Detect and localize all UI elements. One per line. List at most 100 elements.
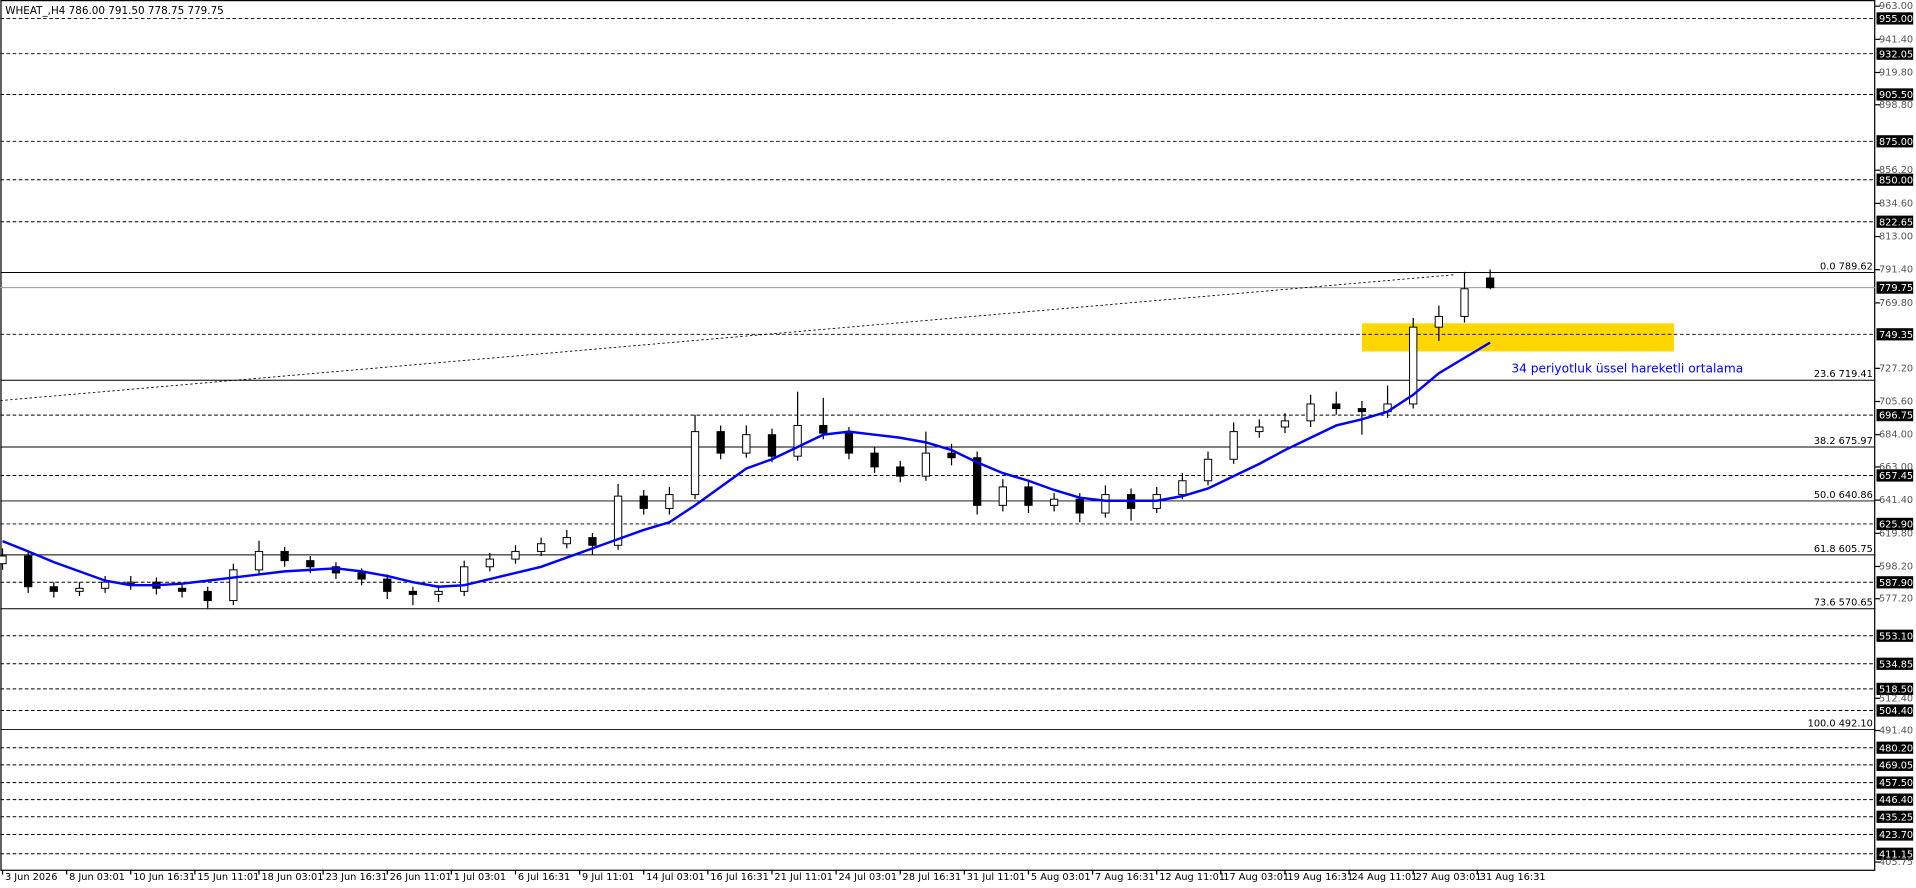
- candle-body: [460, 566, 469, 592]
- x-tick-label: 31 Jul 11:01: [967, 872, 1026, 883]
- level-box: [1876, 682, 1914, 695]
- candle-body: [639, 495, 648, 509]
- level-label: 435.25: [1879, 812, 1913, 823]
- candle-body: [280, 550, 289, 562]
- fib-label: 73.6 570.65: [1814, 598, 1873, 609]
- fib-label: 50.0 640.86: [1814, 490, 1873, 501]
- candle-body: [716, 431, 725, 454]
- plot-frame: [0, 0, 1876, 871]
- y-tick-label: 577.20: [1879, 594, 1913, 605]
- candle-body: [254, 550, 264, 571]
- candle-body: [511, 550, 520, 560]
- candle-body: [998, 486, 1007, 506]
- candle-body: [665, 494, 674, 509]
- y-tick-label: 898.80: [1879, 100, 1913, 111]
- candle-body: [1178, 480, 1187, 496]
- level-box: [1876, 810, 1914, 823]
- x-tick-label: 28 Jul 16:31: [903, 872, 962, 883]
- level-label: 553.10: [1879, 631, 1913, 642]
- candle-body: [357, 572, 366, 580]
- level-box: [1876, 173, 1914, 186]
- candle-body: [1280, 420, 1290, 428]
- level-box: [1876, 328, 1914, 341]
- candle-body: [562, 537, 571, 545]
- candle-body: [896, 466, 905, 477]
- level-label: 657.45: [1879, 471, 1913, 482]
- fib-label: 61.8 605.75: [1814, 544, 1873, 555]
- x-tick-label: 5 Aug 03:01: [1031, 872, 1091, 883]
- level-box: [1876, 215, 1914, 228]
- level-box: [1876, 629, 1914, 642]
- level-box: [1876, 657, 1914, 670]
- candle-body: [306, 560, 315, 568]
- x-tick-label: 1 Jul 03:01: [454, 872, 506, 883]
- x-tick-label: 3 Jun 2026: [5, 872, 58, 883]
- candle-body: [1486, 277, 1495, 289]
- y-tick-label: 684.00: [1879, 430, 1913, 441]
- candle-body: [1434, 315, 1444, 328]
- candle-body: [49, 586, 58, 592]
- x-tick-label: 15 Jun 11:01: [197, 872, 259, 883]
- x-tick-label: 24 Aug 11:01: [1352, 872, 1418, 883]
- level-box: [1876, 793, 1914, 806]
- fib-label: 23.6 719.41: [1814, 369, 1873, 380]
- trendline: [0, 274, 1454, 402]
- candle-body: [75, 587, 84, 592]
- price-label: 779.75: [1879, 283, 1913, 294]
- candle-body: [408, 590, 418, 595]
- level-label: 423.70: [1879, 830, 1913, 841]
- candle-body: [793, 424, 802, 457]
- y-tick-label: 641.40: [1879, 495, 1913, 506]
- y-tick-label: 963.00: [1879, 1, 1913, 12]
- candle-body: [1101, 494, 1110, 514]
- x-tick-label: 31 Aug 16:31: [1480, 872, 1546, 883]
- level-box: [1876, 847, 1914, 860]
- level-label: 955.00: [1879, 14, 1913, 25]
- level-label: 932.05: [1879, 49, 1913, 60]
- candle-body: [588, 537, 597, 546]
- candle-body: [690, 431, 700, 496]
- support-zone: [1361, 323, 1674, 352]
- y-tick-label: 813.00: [1879, 232, 1913, 243]
- level-label: 905.50: [1879, 90, 1913, 101]
- level-label: 469.05: [1879, 760, 1913, 771]
- x-tick-label: 21 Jul 11:01: [774, 872, 833, 883]
- candle-body: [1409, 326, 1418, 405]
- level-label: 749.35: [1879, 330, 1913, 341]
- x-tick-label: 6 Jul 16:31: [518, 872, 570, 883]
- x-tick-label: 16 Jul 16:31: [710, 872, 769, 883]
- candle-body: [126, 581, 135, 584]
- level-label: 504.40: [1879, 706, 1913, 717]
- level-label: 822.65: [1879, 217, 1913, 228]
- level-box: [1876, 47, 1914, 60]
- candle-body: [100, 581, 110, 589]
- y-tick-label: 405.75: [1879, 857, 1913, 868]
- candle-body: [24, 555, 33, 588]
- candle-body: [383, 578, 392, 592]
- candle-body: [536, 543, 546, 552]
- chart-title: WHEAT_,H4 786.00 791.50 778.75 779.75: [5, 5, 224, 17]
- fib-label: 0.0 789.62: [1820, 261, 1873, 272]
- candle-body: [921, 452, 931, 477]
- level-box: [1876, 88, 1914, 101]
- candle-body: [1075, 498, 1084, 514]
- candle-body: [1024, 486, 1033, 506]
- level-label: 625.90: [1879, 520, 1913, 531]
- x-tick-label: 18 Jun 03:01: [261, 872, 323, 883]
- level-label: 411.15: [1879, 849, 1913, 860]
- candle-body: [0, 555, 7, 565]
- candle-body: [1306, 403, 1315, 422]
- level-label: 480.20: [1879, 743, 1913, 754]
- ema-line: [2, 341, 1491, 588]
- level-label: 518.50: [1879, 685, 1913, 696]
- y-tick-label: 769.80: [1879, 298, 1913, 309]
- level-label: 457.50: [1879, 778, 1913, 789]
- level-label: 587.90: [1879, 578, 1913, 589]
- candle-body: [177, 587, 187, 592]
- level-label: 534.85: [1879, 659, 1913, 670]
- candle-body: [844, 432, 854, 454]
- level-box: [1876, 517, 1914, 531]
- y-tick-label: 834.60: [1879, 198, 1913, 209]
- level-label: 446.40: [1879, 795, 1913, 806]
